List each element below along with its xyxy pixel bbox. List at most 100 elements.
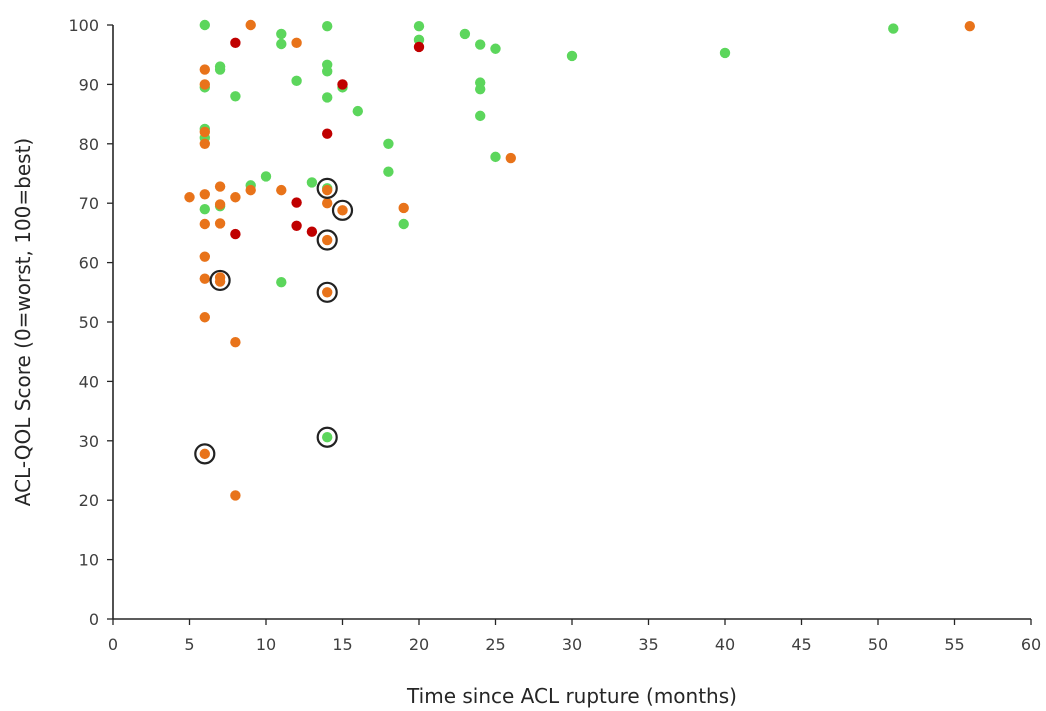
data-point-green	[413, 34, 425, 46]
data-point-green	[276, 28, 287, 40]
data-point-orange	[245, 184, 256, 196]
highlight-ring	[194, 443, 216, 465]
data-point-green	[199, 203, 210, 215]
data-point-orange	[199, 251, 210, 262]
x-tick-label: 55	[944, 635, 964, 654]
x-tick-label: 25	[485, 635, 505, 654]
y-tick-label: 50	[79, 313, 99, 332]
x-tick-label: 40	[715, 635, 735, 654]
y-tick-label: 30	[79, 432, 99, 451]
y-axis-ticks: 0 10 20 30 40 50 60 70 80 90 100	[68, 16, 113, 629]
x-tick-label: 60	[1021, 635, 1041, 654]
data-point-orange	[322, 234, 333, 246]
y-tick-label: 90	[79, 75, 99, 94]
data-point-green	[398, 218, 409, 230]
data-point-orange	[398, 202, 409, 214]
highlight-ring	[316, 426, 338, 448]
data-point-green	[475, 110, 486, 122]
data-point-orange	[337, 205, 348, 216]
x-tick-label: 20	[409, 635, 429, 654]
x-axis-ticks: 0 5 10 15 20 25 30 35 40 45 50 55 60	[108, 619, 1041, 654]
data-point-red	[322, 128, 333, 139]
data-point-orange	[199, 138, 210, 149]
data-point-green	[888, 23, 899, 34]
data-point-red	[230, 37, 241, 49]
data-point-red	[413, 41, 425, 53]
y-axis-title: ACL-QOL Score (0=worst, 100=best)	[11, 138, 35, 506]
data-point-green	[322, 432, 333, 443]
x-tick-label: 30	[562, 635, 582, 654]
data-point-orange	[214, 199, 226, 210]
highlight-ring	[331, 199, 354, 221]
data-point-orange	[214, 181, 226, 192]
y-tick-label: 70	[79, 194, 99, 213]
data-point-red	[291, 197, 302, 208]
axes	[112, 25, 1031, 620]
data-point-green	[230, 91, 241, 102]
data-point-orange	[199, 64, 210, 75]
data-point-green	[322, 20, 333, 32]
data-point-green	[566, 50, 578, 62]
data-point-green	[276, 38, 287, 50]
data-points	[184, 19, 975, 501]
data-point-red	[230, 228, 241, 240]
highlight-ring	[316, 281, 338, 303]
highlight-ring	[316, 177, 338, 199]
data-point-red	[337, 79, 348, 90]
data-point-orange	[276, 184, 287, 196]
data-point-green	[383, 166, 394, 177]
highlight-rings	[194, 177, 354, 465]
y-tick-label: 80	[79, 135, 99, 154]
data-point-green	[291, 75, 302, 87]
data-point-orange	[230, 192, 241, 203]
y-tick-label: 0	[89, 610, 99, 629]
data-point-green	[719, 47, 731, 59]
data-point-orange	[291, 37, 302, 49]
data-point-orange	[199, 79, 210, 90]
data-point-orange	[199, 189, 210, 200]
data-point-orange	[964, 20, 975, 32]
x-tick-label: 10	[256, 635, 276, 654]
data-point-green	[490, 43, 501, 54]
data-point-green	[306, 177, 318, 188]
data-point-green	[383, 138, 394, 149]
data-point-green	[276, 277, 287, 288]
highlight-ring	[316, 229, 338, 251]
x-tick-label: 35	[638, 635, 658, 654]
y-tick-label: 60	[79, 254, 99, 273]
data-point-orange	[199, 448, 210, 460]
x-tick-label: 45	[791, 635, 811, 654]
data-point-orange	[505, 152, 516, 164]
data-point-orange	[322, 198, 333, 209]
data-point-green	[413, 20, 425, 32]
x-tick-label: 5	[184, 635, 194, 654]
data-point-green	[459, 28, 471, 40]
data-point-green	[475, 83, 486, 95]
data-point-orange	[199, 218, 210, 230]
data-point-orange	[214, 218, 226, 229]
x-tick-label: 0	[108, 635, 118, 654]
data-point-orange	[322, 184, 333, 196]
data-point-green	[260, 171, 272, 182]
y-tick-label: 40	[79, 372, 99, 391]
data-point-red	[306, 226, 318, 237]
data-point-orange	[245, 19, 256, 31]
data-point-red	[291, 220, 302, 231]
data-point-orange	[199, 126, 210, 138]
data-point-orange	[214, 276, 226, 287]
data-point-green	[490, 151, 501, 163]
data-point-green	[199, 19, 210, 31]
data-point-orange	[184, 192, 195, 203]
data-point-orange	[322, 287, 333, 298]
data-point-orange	[199, 312, 210, 323]
data-point-green	[352, 105, 363, 117]
data-point-green	[322, 66, 333, 77]
x-tick-label: 15	[332, 635, 352, 654]
x-axis-title: Time since ACL rupture (months)	[406, 684, 737, 708]
data-point-green	[475, 39, 486, 50]
y-tick-label: 10	[79, 551, 99, 570]
x-tick-label: 50	[868, 635, 888, 654]
y-tick-label: 20	[79, 491, 99, 510]
data-point-green	[214, 64, 226, 75]
